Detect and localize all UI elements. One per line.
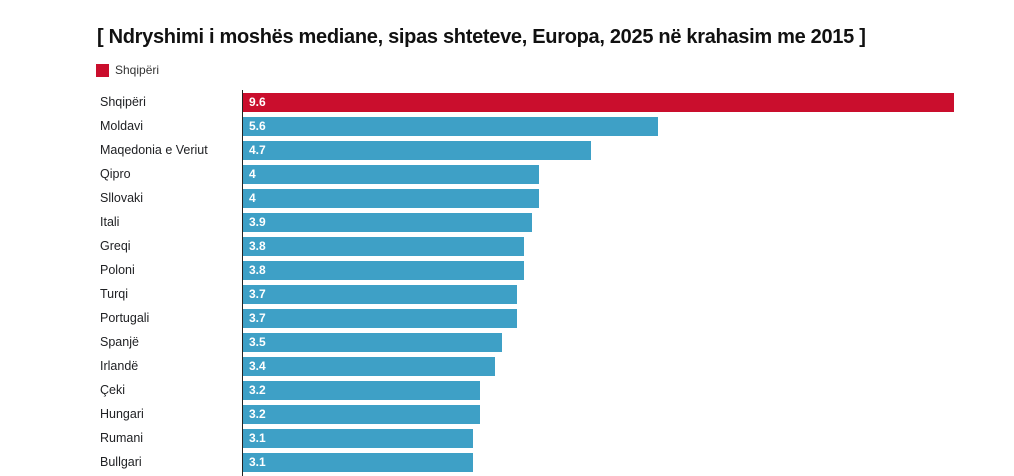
value-label: 3.8 bbox=[249, 263, 266, 277]
legend-item-shqiperi[interactable]: Shqipëri bbox=[96, 63, 159, 77]
bar-track: 5.6 bbox=[243, 116, 954, 136]
chart-row: Moldavi 5.6 bbox=[100, 114, 1014, 138]
chart-row: Çeki 3.2 bbox=[100, 378, 1014, 402]
chart-row: Irlandë 3.4 bbox=[100, 354, 1014, 378]
bar[interactable]: 3.8 bbox=[243, 260, 525, 280]
bar-track: 3.7 bbox=[243, 284, 954, 304]
country-label: Sllovaki bbox=[100, 191, 144, 205]
country-label: Qipro bbox=[100, 167, 131, 181]
chart-row: Sllovaki 4 bbox=[100, 186, 1014, 210]
bar[interactable]: 3.2 bbox=[243, 404, 480, 424]
bar[interactable]: 3.1 bbox=[243, 452, 473, 472]
country-label: Bullgari bbox=[100, 455, 142, 469]
bar[interactable]: 3.4 bbox=[243, 356, 495, 376]
chart-row: Qipro 4 bbox=[100, 162, 1014, 186]
country-label: Itali bbox=[100, 215, 120, 229]
country-label: Çeki bbox=[100, 383, 126, 397]
bar-track: 3.1 bbox=[243, 428, 954, 448]
bar-track: 3.7 bbox=[243, 308, 954, 328]
bar[interactable]: 3.5 bbox=[243, 332, 503, 352]
value-label: 3.5 bbox=[249, 335, 266, 349]
chart-row: Hungari 3.2 bbox=[100, 402, 1014, 426]
value-label: 3.9 bbox=[249, 215, 266, 229]
value-label: 4.7 bbox=[249, 143, 266, 157]
country-label: Turqi bbox=[100, 287, 129, 301]
bar[interactable]: 4 bbox=[243, 164, 540, 184]
bar-track: 3.1 bbox=[243, 452, 954, 472]
value-label: 5.6 bbox=[249, 119, 266, 133]
value-label: 3.2 bbox=[249, 407, 266, 421]
bar[interactable]: 3.9 bbox=[243, 212, 532, 232]
bar[interactable]: 3.1 bbox=[243, 428, 473, 448]
value-label: 9.6 bbox=[249, 95, 266, 109]
value-label: 4 bbox=[249, 167, 256, 181]
chart-title: [ Ndryshimi i moshës mediane, sipas shte… bbox=[97, 26, 866, 48]
chart-row: Poloni 3.8 bbox=[100, 258, 1014, 282]
country-label: Maqedonia e Veriut bbox=[100, 143, 208, 157]
bar-track: 3.8 bbox=[243, 236, 954, 256]
bar[interactable]: 9.6 bbox=[243, 92, 954, 112]
value-label: 3.1 bbox=[249, 455, 266, 469]
bar[interactable]: 4.7 bbox=[243, 140, 592, 160]
bar-track: 3.8 bbox=[243, 260, 954, 280]
country-label: Portugali bbox=[100, 311, 150, 325]
y-axis-line bbox=[242, 90, 243, 476]
bar-track: 4.7 bbox=[243, 140, 954, 160]
bar-track: 4 bbox=[243, 188, 954, 208]
chart-row: Bullgari 3.1 bbox=[100, 450, 1014, 474]
value-label: 4 bbox=[249, 191, 256, 205]
country-label: Hungari bbox=[100, 407, 144, 421]
bar[interactable]: 3.8 bbox=[243, 236, 525, 256]
bar[interactable]: 3.2 bbox=[243, 380, 480, 400]
bar-track: 3.2 bbox=[243, 380, 954, 400]
chart-row: Maqedonia e Veriut 4.7 bbox=[100, 138, 1014, 162]
value-label: 3.4 bbox=[249, 359, 266, 373]
value-label: 3.2 bbox=[249, 383, 266, 397]
value-label: 3.7 bbox=[249, 311, 266, 325]
value-label: 3.8 bbox=[249, 239, 266, 253]
value-label: 3.1 bbox=[249, 431, 266, 445]
bar[interactable]: 3.7 bbox=[243, 284, 518, 304]
chart-row: Shqipëri 9.6 bbox=[100, 90, 1014, 114]
value-label: 3.7 bbox=[249, 287, 266, 301]
country-label: Moldavi bbox=[100, 119, 144, 133]
bar[interactable]: 4 bbox=[243, 188, 540, 208]
country-label: Irlandë bbox=[100, 359, 139, 373]
chart-row: Spanjë 3.5 bbox=[100, 330, 1014, 354]
bar-track: 9.6 bbox=[243, 92, 954, 112]
country-label: Shqipëri bbox=[100, 95, 146, 109]
country-label: Rumani bbox=[100, 431, 144, 445]
bar-track: 3.4 bbox=[243, 356, 954, 376]
bar-track: 3.9 bbox=[243, 212, 954, 232]
bar-track: 3.5 bbox=[243, 332, 954, 352]
country-label: Spanjë bbox=[100, 335, 139, 349]
legend-swatch-icon bbox=[96, 63, 109, 77]
bar[interactable]: 3.7 bbox=[243, 308, 518, 328]
chart-row: Itali 3.9 bbox=[100, 210, 1014, 234]
chart-row: Turqi 3.7 bbox=[100, 282, 1014, 306]
bar-rows: Shqipëri 9.6 Moldavi 5.6 Maqedonia e Veriut 4… bbox=[100, 90, 1014, 474]
country-label: Greqi bbox=[100, 239, 131, 253]
chart-row: Greqi 3.8 bbox=[100, 234, 1014, 258]
chart-row: Rumani 3.1 bbox=[100, 426, 1014, 450]
bar-track: 4 bbox=[243, 164, 954, 184]
bar-track: 3.2 bbox=[243, 404, 954, 424]
bar[interactable]: 5.6 bbox=[243, 116, 658, 136]
country-label: Poloni bbox=[100, 263, 135, 277]
legend-label: Shqipëri bbox=[115, 63, 160, 77]
chart-row: Portugali 3.7 bbox=[100, 306, 1014, 330]
